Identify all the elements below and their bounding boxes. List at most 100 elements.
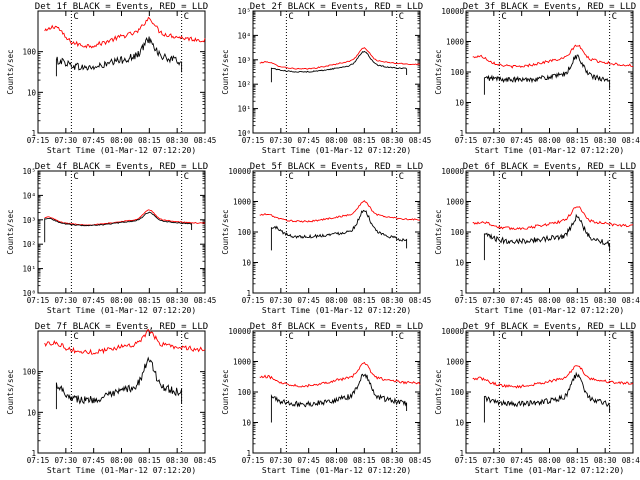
x-tick-label: 08:15 bbox=[353, 296, 376, 305]
plot-frame bbox=[465, 10, 634, 134]
x-axis-label: Start Time (01-Mar-12 07:12:20) bbox=[47, 466, 196, 475]
x-tick-label: 07:45 bbox=[82, 136, 105, 145]
series-lld-line bbox=[259, 200, 420, 223]
x-tick-label: 08:45 bbox=[194, 456, 217, 465]
x-tick-label: 08:15 bbox=[138, 296, 161, 305]
y-tick-label: 10 bbox=[455, 99, 465, 108]
chart-title: Det 7f BLACK = Events, RED = LLD bbox=[35, 322, 208, 332]
marker-label: C bbox=[184, 332, 189, 342]
x-tick-label: 08:30 bbox=[594, 136, 617, 145]
y-tick-label: 100 bbox=[450, 68, 464, 77]
series-events-line bbox=[44, 211, 193, 243]
x-tick-label: 07:45 bbox=[82, 296, 105, 305]
x-tick-label: 07:45 bbox=[82, 456, 105, 465]
marker-label: C bbox=[612, 12, 617, 22]
marker-label: C bbox=[184, 172, 189, 182]
x-tick-label: 08:15 bbox=[353, 136, 376, 145]
y-tick-label: 10⁴ bbox=[237, 31, 251, 40]
y-tick-label: 100 bbox=[237, 228, 251, 237]
y-tick-label: 100 bbox=[22, 48, 36, 57]
marker-label: C bbox=[73, 332, 78, 342]
x-tick-label: 08:00 bbox=[325, 136, 348, 145]
marker-label: C bbox=[612, 172, 617, 182]
x-axis-label: Start Time (01-Mar-12 07:12:20) bbox=[475, 466, 624, 475]
x-axis-label: Start Time (01-Mar-12 07:12:20) bbox=[47, 306, 196, 315]
marker-label: C bbox=[288, 332, 293, 342]
x-tick-label: 08:00 bbox=[538, 456, 561, 465]
x-tick-label: 08:45 bbox=[622, 296, 640, 305]
series-events-line bbox=[270, 373, 408, 423]
x-tick-label: 08:30 bbox=[166, 136, 189, 145]
series-events-line bbox=[270, 209, 408, 251]
y-tick-label: 100 bbox=[22, 368, 36, 377]
y-axis-label: Counts/sec bbox=[221, 49, 230, 94]
x-tick-label: 08:45 bbox=[409, 136, 432, 145]
y-tick-label: 1000 bbox=[446, 358, 465, 367]
marker-label: C bbox=[73, 172, 78, 182]
marker-label: C bbox=[399, 172, 404, 182]
x-tick-label: 08:30 bbox=[166, 456, 189, 465]
x-tick-label: 08:00 bbox=[110, 296, 133, 305]
x-tick-label: 07:30 bbox=[270, 456, 293, 465]
y-tick-label: 10000 bbox=[228, 167, 251, 176]
y-axis-label: Counts/sec bbox=[6, 209, 15, 254]
series-events-line bbox=[270, 50, 408, 83]
x-tick-label: 07:30 bbox=[483, 456, 506, 465]
x-axis-label: Start Time (01-Mar-12 07:12:20) bbox=[47, 146, 196, 155]
y-tick-label: 1 bbox=[459, 129, 464, 138]
plot-frame bbox=[465, 170, 634, 294]
y-tick-label: 100 bbox=[450, 388, 464, 397]
y-tick-label: 10¹ bbox=[237, 105, 251, 114]
x-tick-label: 08:00 bbox=[110, 456, 133, 465]
y-tick-label: 10000 bbox=[441, 7, 464, 16]
x-tick-label: 07:15 bbox=[455, 136, 478, 145]
y-axis-label: Counts/sec bbox=[434, 49, 443, 94]
series-lld-line bbox=[472, 206, 634, 231]
x-tick-label: 08:45 bbox=[409, 296, 432, 305]
y-tick-label: 100 bbox=[237, 388, 251, 397]
x-tick-label: 08:45 bbox=[622, 136, 640, 145]
chart-title: Det 4f BLACK = Events, RED = LLD bbox=[35, 162, 208, 172]
x-tick-label: 08:15 bbox=[566, 136, 589, 145]
y-tick-label: 10² bbox=[237, 80, 251, 89]
x-tick-label: 08:00 bbox=[325, 456, 348, 465]
marker-label: C bbox=[288, 12, 293, 22]
x-tick-label: 07:30 bbox=[270, 136, 293, 145]
x-tick-label: 08:15 bbox=[138, 456, 161, 465]
x-tick-label: 08:45 bbox=[194, 296, 217, 305]
y-axis-label: Counts/sec bbox=[434, 209, 443, 254]
y-tick-label: 10³ bbox=[237, 56, 251, 65]
plot-frame bbox=[465, 330, 634, 454]
series-events-line bbox=[483, 371, 611, 423]
y-tick-label: 10⁵ bbox=[22, 167, 36, 176]
marker-label: C bbox=[501, 12, 506, 22]
marker-label: C bbox=[288, 172, 293, 182]
x-tick-label: 07:45 bbox=[510, 456, 533, 465]
marker-label: C bbox=[612, 332, 617, 342]
y-tick-label: 1 bbox=[246, 449, 251, 458]
x-tick-label: 07:15 bbox=[455, 296, 478, 305]
series-lld-line bbox=[259, 361, 421, 388]
series-lld-line bbox=[259, 47, 421, 70]
series-lld-line bbox=[44, 16, 206, 49]
detector-panel-5: Det 5f BLACK = Events, RED = LLD 1 10 100 10… bbox=[221, 162, 431, 315]
x-tick-label: 08:30 bbox=[594, 456, 617, 465]
y-tick-label: 10⁵ bbox=[237, 7, 251, 16]
x-tick-label: 07:30 bbox=[270, 296, 293, 305]
x-tick-label: 08:30 bbox=[381, 456, 404, 465]
y-tick-label: 10 bbox=[27, 408, 37, 417]
x-tick-label: 07:15 bbox=[27, 456, 50, 465]
y-tick-label: 100 bbox=[450, 228, 464, 237]
x-axis-label: Start Time (01-Mar-12 07:12:20) bbox=[475, 146, 624, 155]
detector-panel-7: Det 7f BLACK = Events, RED = LLD 1 10 100 07… bbox=[6, 322, 216, 475]
x-tick-label: 07:30 bbox=[55, 296, 78, 305]
detector-panel-8: Det 8f BLACK = Events, RED = LLD 1 10 100 10… bbox=[221, 322, 431, 475]
y-tick-label: 10 bbox=[27, 88, 37, 97]
x-axis-label: Start Time (01-Mar-12 07:12:20) bbox=[475, 306, 624, 315]
y-tick-label: 1 bbox=[246, 289, 251, 298]
x-tick-label: 07:15 bbox=[27, 296, 50, 305]
y-axis-label: Counts/sec bbox=[221, 369, 230, 414]
plot-frame bbox=[252, 170, 421, 294]
y-tick-label: 10000 bbox=[441, 167, 464, 176]
